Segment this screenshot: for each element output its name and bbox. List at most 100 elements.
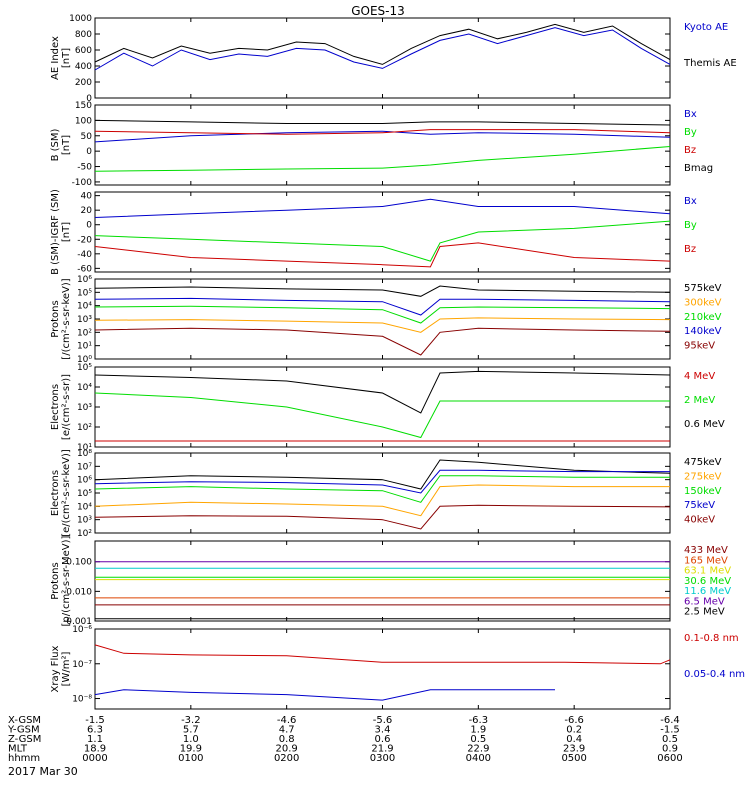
series-line-575kev (94, 285, 671, 297)
y-axis-label-line: [nT] (61, 48, 72, 68)
series-line-275kev (94, 484, 670, 517)
panel-frame (94, 452, 671, 534)
y-tick-label: 0 (86, 221, 92, 231)
panel-frame (94, 628, 671, 710)
axis-row-value: 0200 (274, 753, 299, 764)
date-label: 2017 Mar 30 (8, 765, 78, 778)
y-axis-label-line: B (SM) (50, 128, 61, 161)
y-tick-label: 10⁴ (77, 502, 92, 512)
y-tick-label: 800 (75, 30, 92, 40)
series-line-2-mev (94, 392, 670, 439)
axis-row-value: 0.9 (662, 744, 678, 755)
series-line-bmag (94, 119, 671, 126)
series-line-by (94, 146, 671, 172)
y-tick-label: -60 (77, 264, 92, 274)
y-axis-label: B (SM)-IGRF (SM)[nT] (50, 189, 72, 275)
series-line-95kev (94, 327, 671, 356)
legend-entry: 475keV (684, 457, 722, 468)
axis-row-name: X-GSM (8, 715, 41, 726)
y-tick-label: -50 (77, 163, 92, 173)
y-axis-label-line: [nT] (61, 222, 72, 242)
legend-entry: Bx (684, 109, 697, 120)
y-axis-label-line: AE Index (50, 36, 61, 80)
series-line-475kev (94, 459, 671, 490)
y-axis-label-line: B (SM)-IGRF (SM) (50, 189, 61, 275)
legend-entry: Bz (684, 244, 696, 255)
series-line-bz (94, 242, 671, 268)
y-tick-label: 10⁶ (77, 476, 92, 486)
y-tick-label: 10⁻⁶ (72, 625, 92, 635)
y-tick-label: 0 (86, 147, 92, 157)
series-line-by (94, 220, 671, 262)
y-tick-label: -20 (77, 235, 92, 245)
legend-entry: 95keV (684, 341, 715, 352)
axis-row-value: 0.5 (662, 734, 678, 745)
y-axis-label-line: Electrons (50, 384, 61, 430)
y-tick-label: 10² (77, 529, 92, 539)
y-tick-label: 10⁶ (77, 275, 92, 285)
axis-row-value: -5.6 (373, 715, 393, 726)
legend-entry: 11.6 MeV (684, 586, 731, 597)
y-axis-label: Protons[p/(cm²-s-sr-MeV)] (50, 535, 72, 626)
axis-row-value: 0.5 (470, 734, 486, 745)
y-tick-label: 10⁷ (77, 462, 92, 472)
axis-row-value: -3.2 (181, 715, 201, 726)
y-tick-label: 0.010 (66, 587, 92, 597)
legend-entry: 210keV (684, 312, 722, 323)
series-line-75kev (94, 469, 670, 494)
axis-row-value: -6.4 (660, 715, 680, 726)
series-line-150kev (94, 475, 670, 503)
y-tick-label: 10¹ (77, 443, 92, 453)
y-tick-label: 10⁻⁷ (72, 660, 92, 670)
axis-row-value: 22.9 (467, 744, 489, 755)
y-tick-label: 20 (81, 206, 93, 216)
y-tick-label: 100 (75, 116, 92, 126)
y-tick-label: 0.100 (66, 558, 92, 568)
y-axis-label: Electrons[e/(cm²-s-sr)] (50, 374, 72, 440)
series-line-bz (94, 129, 671, 135)
legend-entry: 4 MeV (684, 371, 715, 382)
y-tick-label: 150 (75, 101, 92, 111)
legend-entry: 75keV (684, 500, 715, 511)
series-line-40kev (94, 504, 671, 530)
y-axis-label-line: Protons (50, 300, 61, 337)
y-tick-label: 40 (81, 192, 93, 202)
y-tick-label: 10⁴ (77, 302, 92, 312)
y-axis-label: Xray Flux[W/m²] (50, 645, 72, 692)
axis-row-value: 20.9 (276, 744, 298, 755)
y-tick-label: 10³ (77, 516, 92, 526)
legend-entry: 30.6 MeV (684, 576, 731, 587)
panel-frame (94, 17, 671, 99)
series-line-kyoto-ae (94, 27, 671, 71)
panel-3: -60 -40 -20 0 20 40 B (SM)-IGRF (SM)[nT] Bx By Bz (50, 189, 697, 275)
panel-7: 0.0010.0100.100Protons[p/(cm²-s-sr-MeV)]… (50, 535, 731, 627)
y-tick-label: 1000 (69, 14, 92, 24)
legend-entry: 575keV (684, 283, 722, 294)
axis-row-value: 4.7 (279, 725, 295, 736)
y-tick-label: 10² (77, 423, 92, 433)
legend-entry: 165 MeV (684, 555, 728, 566)
axis-row-value: -1.5 (85, 715, 105, 726)
y-axis-label-line: [e/(cm²-s-sr-keV)] (61, 449, 72, 537)
legend-entry: Bz (684, 145, 696, 156)
axis-row-value: 0300 (370, 753, 395, 764)
y-tick-label: 10⁻⁸ (72, 695, 92, 705)
axis-row-value: 18.9 (84, 744, 106, 755)
y-axis-label-line: [p/(cm²-s-sr-MeV)] (61, 535, 72, 626)
panel-frame (94, 191, 671, 273)
series-line-300kev (94, 317, 671, 333)
legend-entry: 40keV (684, 515, 715, 526)
series-line-0-6-mev (94, 370, 671, 414)
legend-entry: 0.6 MeV (684, 419, 725, 430)
axis-row-name: MLT (8, 744, 28, 755)
y-tick-label: 10¹ (77, 342, 92, 352)
series-line-0-05-0-4-nm (94, 689, 555, 701)
series-line-bx (94, 130, 671, 143)
y-axis-label-line: [/(cm²-s-sr-keV)] (61, 278, 72, 359)
axis-row-value: 1.1 (87, 734, 103, 745)
series-line-140kev (94, 297, 671, 316)
axis-row-value: 0.2 (566, 725, 582, 736)
